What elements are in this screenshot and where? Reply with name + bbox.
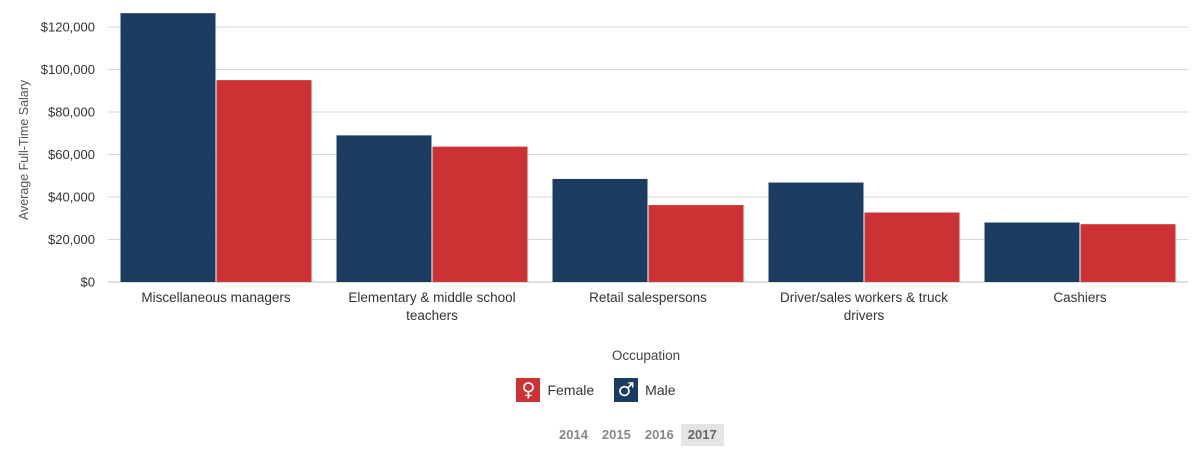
x-category-label: Driver/sales workers & truck	[780, 290, 948, 305]
legend-label-female: Female	[547, 382, 595, 398]
year-option-2017[interactable]: 2017	[680, 424, 724, 446]
bar-male[interactable]	[768, 182, 864, 282]
x-axis-title: Occupation	[612, 348, 680, 363]
legend-item-male[interactable]: ♂ Male	[614, 378, 676, 402]
y-tick-label: $40,000	[48, 190, 95, 205]
y-tick-label: $20,000	[48, 232, 95, 247]
year-option-2016[interactable]: 2016	[644, 427, 674, 442]
bars	[120, 13, 1176, 283]
legend-label-male: Male	[645, 382, 676, 398]
x-category-label: teachers	[406, 308, 458, 323]
bar-female[interactable]	[432, 146, 528, 282]
x-axis-categories: Miscellaneous managers Elementary & middl…	[141, 290, 1107, 323]
x-category-label: Cashiers	[1053, 290, 1107, 305]
y-tick-label: $80,000	[48, 105, 95, 120]
bar-female[interactable]	[648, 205, 744, 282]
bar-chart: $0 $20,000 $40,000 $60,000 $80,000 $100,000 $1…	[17, 13, 1188, 363]
x-category-label: drivers	[844, 308, 885, 323]
bar-female[interactable]	[864, 212, 960, 282]
y-tick-label: $0	[81, 275, 95, 290]
legend-item-female[interactable]: ♀ Female	[516, 378, 594, 402]
x-category-label: Miscellaneous managers	[141, 290, 291, 305]
y-axis-ticks: $0 $20,000 $40,000 $60,000 $80,000 $100,000 $1…	[41, 20, 95, 290]
bar-female[interactable]	[1080, 224, 1176, 282]
bar-male[interactable]	[552, 178, 648, 282]
bar-male[interactable]	[120, 13, 216, 282]
legend: ♀ Female ♂ Male	[0, 378, 1192, 402]
bar-male[interactable]	[336, 135, 432, 282]
year-option-2014[interactable]: 2014	[559, 427, 588, 442]
female-icon: ♀	[516, 378, 541, 402]
year-option-2015[interactable]: 2015	[601, 427, 631, 442]
bar-male[interactable]	[984, 222, 1080, 283]
male-icon: ♂	[614, 378, 639, 402]
y-axis-title: Average Full-Time Salary	[17, 79, 31, 220]
y-tick-label: $60,000	[48, 147, 95, 162]
bar-female[interactable]	[216, 80, 312, 282]
year-selector: 2014 2015 2016 2017	[552, 424, 724, 446]
y-tick-label: $100,000	[41, 62, 95, 77]
y-tick-label: $120,000	[41, 20, 95, 35]
x-category-label: Elementary & middle school	[348, 290, 515, 305]
x-category-label: Retail salespersons	[589, 290, 707, 305]
